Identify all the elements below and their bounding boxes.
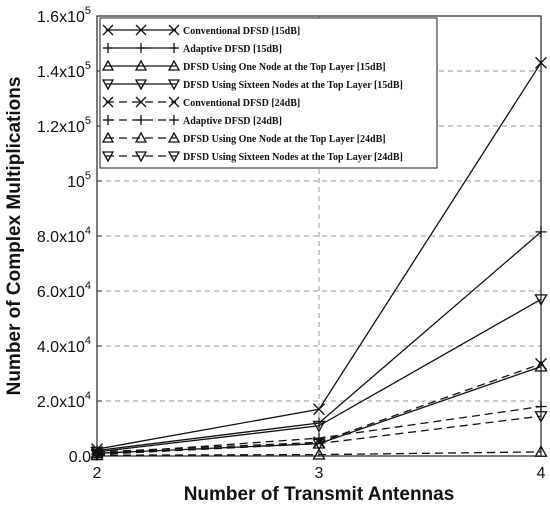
- legend-entry: Conventional DFSD [15dB]: [102, 24, 300, 37]
- data-point-plus: [169, 115, 179, 125]
- legend-entry: Adaptive DFSD [24dB]: [103, 115, 282, 127]
- legend-entry: DFSD Using Sixteen Nodes at the Top Laye…: [101, 79, 403, 91]
- y-axis-title: Number of Complex Multiplications: [4, 77, 25, 396]
- data-point-x: [535, 56, 547, 69]
- data-point-triangle-down: [167, 79, 181, 91]
- data-point-plus: [169, 43, 179, 53]
- data-point-triangle-up: [134, 59, 148, 71]
- legend-label: DFSD Using One Node at the Top Layer [24…: [183, 134, 386, 145]
- data-point-triangle-up: [534, 445, 548, 457]
- series-path: [96, 298, 542, 453]
- data-point-x: [135, 24, 147, 36]
- series-path: [96, 451, 542, 456]
- data-point-triangle-down: [534, 294, 548, 307]
- x-tick-label: 2: [93, 465, 102, 482]
- y-axis-ticks: 0.0 2.0x104 4.0x104 6.0x104 8.0x104 105 1.2x10…: [37, 5, 102, 466]
- y-tick-label: 8.0x104: [37, 225, 91, 246]
- legend-entry: DFSD Using One Node at the Top Layer [15…: [101, 59, 386, 73]
- legend-label: Conventional DFSD [24dB]: [183, 98, 300, 109]
- legend-label: DFSD Using Sixteen Nodes at the Top Laye…: [183, 80, 403, 91]
- y-tick-label: 0.0: [69, 449, 91, 466]
- data-point-triangle-up: [167, 59, 181, 71]
- data-point-triangle-up: [167, 131, 181, 143]
- legend-label: DFSD Using One Node at the Top Layer [15…: [183, 62, 386, 73]
- series-group: [90, 56, 548, 462]
- data-point-triangle-down: [312, 438, 326, 451]
- data-point-triangle-down: [101, 79, 115, 91]
- data-point-triangle-up: [312, 447, 326, 460]
- data-point-triangle-down: [134, 79, 148, 91]
- y-tick-label: 105: [67, 170, 91, 191]
- legend-box: [99, 17, 438, 169]
- legend-label: Adaptive DFSD [15dB]: [183, 44, 282, 55]
- data-point-x: [313, 403, 325, 416]
- legend-label: Adaptive DFSD [24dB]: [183, 116, 282, 127]
- y-tick-label: 1.6x105: [37, 5, 91, 26]
- data-point-x: [102, 24, 114, 36]
- data-point-x: [168, 24, 180, 36]
- y-tick-label: 1.2x105: [37, 115, 91, 136]
- series-path: [96, 415, 542, 456]
- data-point-triangle-down: [534, 411, 548, 423]
- x-tick-label: 3: [315, 465, 324, 482]
- data-point-triangle-down: [101, 151, 115, 163]
- data-point-triangle-down: [90, 449, 104, 462]
- data-point-plus: [103, 43, 113, 53]
- data-point-x: [102, 96, 114, 108]
- data-point-triangle-down: [167, 151, 181, 163]
- series-line: [90, 411, 548, 462]
- data-point-triangle-down: [312, 420, 326, 433]
- legend-entry: Conventional DFSD [24dB]: [102, 96, 300, 109]
- legend-label: Conventional DFSD [15dB]: [183, 26, 300, 37]
- y-tick-label: 1.4x105: [37, 60, 91, 81]
- data-point-plus: [136, 115, 146, 125]
- data-point-plus: [313, 432, 325, 444]
- legend-entry: DFSD Using One Node at the Top Layer [24…: [101, 131, 386, 145]
- x-axis-title: Number of Transmit Antennas: [184, 484, 455, 505]
- data-point-x: [535, 357, 547, 370]
- data-point-triangle-up: [101, 59, 115, 71]
- data-point-plus: [136, 43, 146, 53]
- x-tick-label: 4: [537, 465, 546, 482]
- data-point-triangle-up: [101, 131, 115, 143]
- legend-entry: DFSD Using Sixteen Nodes at the Top Laye…: [101, 151, 403, 163]
- legend-entry: Adaptive DFSD [15dB]: [103, 43, 282, 55]
- data-point-x: [135, 96, 147, 108]
- data-point-x: [168, 96, 180, 108]
- legend: Conventional DFSD [15dB] Adaptive DFSD [1…: [99, 17, 438, 169]
- data-point-plus: [535, 226, 547, 238]
- y-tick-label: 2.0x104: [37, 390, 91, 411]
- legend-label: DFSD Using Sixteen Nodes at the Top Laye…: [183, 152, 403, 163]
- y-tick-label: 4.0x104: [37, 335, 91, 356]
- data-point-triangle-up: [134, 131, 148, 143]
- data-point-plus: [103, 115, 113, 125]
- data-point-triangle-down: [134, 151, 148, 163]
- data-point-plus: [535, 401, 547, 412]
- y-tick-label: 6.0x104: [37, 280, 91, 301]
